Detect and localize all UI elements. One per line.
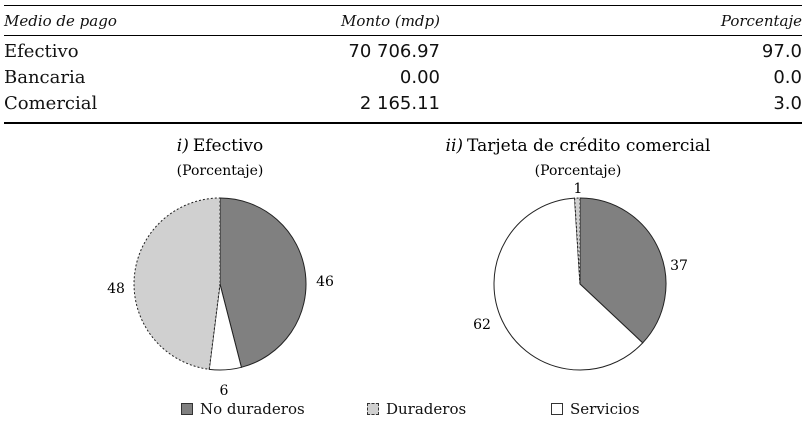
table-row: Bancaria 0.00 0.0 [4,65,802,91]
legend-item-duraderos: Duraderos [367,399,466,419]
pie-slice-duraderos [574,197,581,285]
table-row: Comercial 2 165.11 3.0 [4,91,802,117]
legend-swatch-servicios [551,403,563,415]
row-label: Bancaria [4,67,86,88]
header-medio-de-pago: Medio de pago [4,11,117,30]
pie-slice-duraderos [133,197,221,370]
chart-1-title-text: Efectivo [193,136,263,156]
chart-1-title-prefix: i) [177,136,189,156]
legend-swatch-duraderos [367,403,379,415]
pie-data-label-servicios: 6 [220,383,229,399]
pie-data-label-duraderos: 1 [574,181,583,197]
table-row: Efectivo 70 706.97 97.0 [4,35,802,65]
pie-data-label-no-duraderos: 46 [316,274,334,290]
row-monto: 70 706.97 [348,41,440,62]
chart-2-title-prefix: ii) [446,136,464,156]
pie-data-label-servicios: 62 [473,317,491,333]
pie-chart-efectivo: 46 6 48 [107,197,334,399]
chart-2-title: ii) Tarjeta de crédito comercial [446,136,711,156]
row-porcentaje: 97.0 [761,41,802,62]
chart-2-title-text: Tarjeta de crédito comercial [467,136,710,156]
legend-label-duraderos: Duraderos [386,400,467,418]
legend-item-servicios: Servicios [551,399,640,419]
row-porcentaje: 0.0 [773,67,802,88]
legend-item-no-duraderos: No duraderos [181,399,305,419]
legend-label-no-duraderos: No duraderos [200,400,305,418]
pie-slice-no-duraderos [579,197,667,344]
payment-table: Medio de pago Monto (mdp) Porcentaje Efe… [4,6,802,117]
pie-data-label-duraderos: 48 [107,281,125,297]
table-top-rule [4,5,802,6]
legend-label-servicios: Servicios [570,400,640,418]
row-label: Efectivo [4,41,79,62]
row-monto: 2 165.11 [359,93,440,114]
chart-1-title: i) Efectivo [177,136,263,156]
row-monto: 0.00 [399,67,440,88]
pie-slice-servicios [493,197,644,371]
legend-swatch-no-duraderos [181,403,193,415]
row-porcentaje: 3.0 [773,93,802,114]
chart-2-subtitle: (Porcentaje) [535,163,622,179]
pie-chart-tarjeta-comercial: 37 62 1 [473,181,688,371]
row-label: Comercial [4,93,98,114]
table-header-row: Medio de pago Monto (mdp) Porcentaje [4,6,802,35]
pie-data-label-no-duraderos: 37 [670,258,688,274]
table-header-rule [4,35,802,36]
header-monto: Monto (mdp) [340,11,440,30]
header-porcentaje: Porcentaje [720,11,802,30]
table-bottom-rule [4,122,802,124]
pie-slice-no-duraderos [219,197,307,368]
chart-1-subtitle: (Porcentaje) [177,163,264,179]
